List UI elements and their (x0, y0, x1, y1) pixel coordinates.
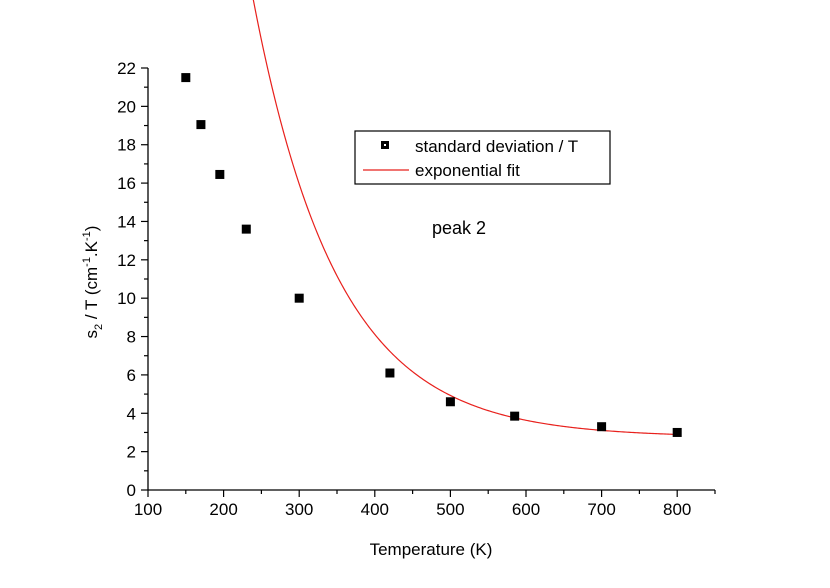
legend-box (354, 130, 611, 185)
y-label-mid: / T (cm (82, 267, 101, 324)
legend: standard deviation / T exponential fit (354, 130, 611, 185)
y-tick-label: 22 (117, 59, 136, 78)
x-tick-label: 500 (436, 500, 464, 519)
y-tick-label: 20 (117, 97, 136, 116)
x-tick-label: 700 (587, 500, 615, 519)
y-tick-label: 6 (127, 366, 136, 385)
data-point (385, 368, 395, 378)
data-point (672, 427, 682, 437)
points-layer (181, 73, 682, 437)
y-label-superscript: -1 (81, 257, 93, 267)
y-tick-label: 12 (117, 251, 136, 270)
y-tick-label: 2 (127, 443, 136, 462)
x-tick-label: 300 (285, 500, 313, 519)
y-label-subscript: 2 (93, 324, 105, 330)
y-tick-label: 14 (117, 212, 136, 231)
x-tick-label: 600 (512, 500, 540, 519)
y-label-base: s (82, 330, 101, 339)
x-tick-label: 200 (209, 500, 237, 519)
y-tick-label: 8 (127, 328, 136, 347)
data-point (510, 411, 520, 421)
legend-marker-highlight (384, 144, 386, 146)
data-point (241, 224, 251, 234)
data-point (597, 422, 607, 432)
fit-line (252, 0, 678, 436)
x-tick-label: 100 (134, 500, 162, 519)
y-axis-label: s2 / T (cm-1.K-1) (81, 226, 105, 339)
data-point (181, 73, 191, 83)
y-label-dot-k: .K (82, 240, 101, 257)
data-point (215, 169, 225, 179)
x-axis-label: Temperature (K) (370, 540, 493, 559)
x-tick-label: 800 (663, 500, 691, 519)
y-tick-label: 0 (127, 481, 136, 500)
axes: 100 200 300 400 500 600 700 800 0 2 4 6 8 10 12 14 16 18 2… (117, 59, 716, 519)
data-point (294, 293, 304, 303)
annotation-peak-label: peak 2 (432, 218, 486, 238)
data-point (196, 120, 206, 130)
fit-layer (252, 0, 678, 436)
data-point (445, 397, 455, 407)
y-label-superscript-2: -1 (81, 231, 93, 241)
y-tick-label: 18 (117, 136, 136, 155)
y-tick-label: 10 (117, 289, 136, 308)
y-tick-label: 16 (117, 174, 136, 193)
y-label-close: ) (82, 226, 101, 232)
y-tick-label: 4 (127, 404, 136, 423)
x-tick-label: 400 (361, 500, 389, 519)
legend-label-points: standard deviation / T (415, 137, 578, 156)
legend-label-fit: exponential fit (415, 161, 520, 180)
